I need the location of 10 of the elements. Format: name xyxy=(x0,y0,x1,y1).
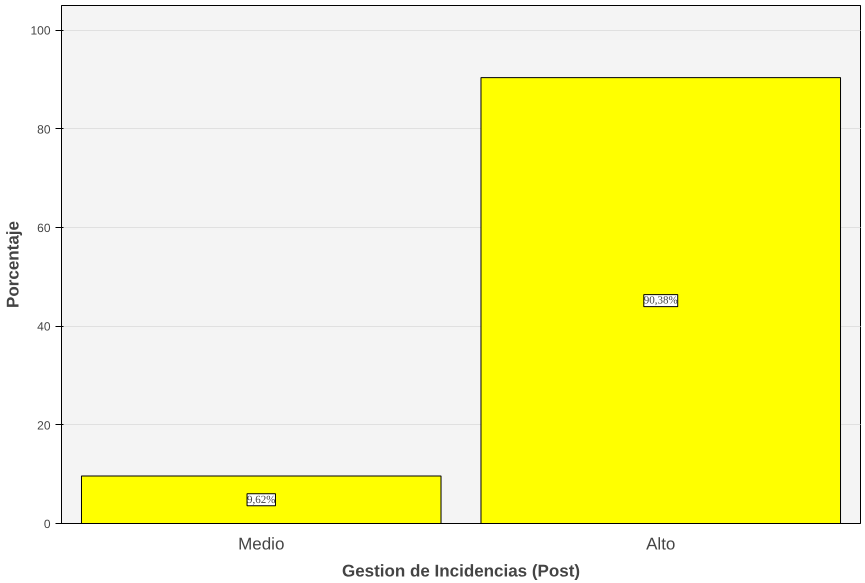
x-tick-label: Medio xyxy=(238,534,284,554)
y-tick-label: 60 xyxy=(37,221,51,235)
x-axis-title: Gestion de Incidencias (Post) xyxy=(342,562,580,580)
y-tick-label: 0 xyxy=(44,517,51,531)
y-axis-title: Porcentaje xyxy=(3,221,22,308)
x-tick-label: Alto xyxy=(646,534,676,554)
y-tick-label: 100 xyxy=(30,24,51,38)
y-tick-label: 80 xyxy=(37,122,51,136)
y-tick-label: 40 xyxy=(37,320,51,334)
y-tick-label: 20 xyxy=(37,418,51,432)
